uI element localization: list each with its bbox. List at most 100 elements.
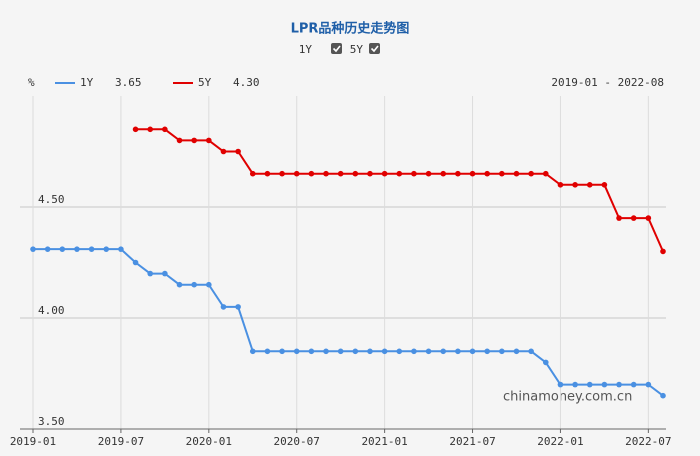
point xyxy=(425,170,432,177)
checkbox[interactable] xyxy=(369,43,380,54)
y-tick-label: 4.00 xyxy=(38,304,65,317)
point xyxy=(557,381,564,388)
point xyxy=(660,392,666,399)
check xyxy=(332,45,341,53)
point xyxy=(484,170,490,177)
point xyxy=(572,182,578,188)
series-line xyxy=(135,128,664,252)
point xyxy=(440,348,447,355)
point xyxy=(337,170,344,177)
point xyxy=(499,170,505,177)
point xyxy=(323,348,329,355)
point xyxy=(513,348,520,355)
point xyxy=(499,348,505,355)
point xyxy=(279,348,285,355)
date-range: 2019-01 - 2022-08 xyxy=(551,76,664,89)
point xyxy=(191,137,197,144)
point xyxy=(132,126,139,133)
point xyxy=(630,381,637,388)
legend-value: 3.65 xyxy=(115,76,142,89)
point xyxy=(455,170,461,177)
unit-label: % xyxy=(28,76,35,89)
point xyxy=(411,348,417,355)
point xyxy=(425,348,432,355)
point xyxy=(308,348,315,355)
point xyxy=(264,348,271,355)
point xyxy=(367,348,373,355)
point xyxy=(352,170,359,177)
legend-value: 4.30 xyxy=(233,76,260,89)
point xyxy=(162,270,168,277)
point xyxy=(396,170,403,177)
chart-title: LPR品种历史走势图 xyxy=(291,21,410,37)
point xyxy=(235,304,241,310)
point xyxy=(396,348,403,355)
point xyxy=(381,348,388,355)
point xyxy=(455,348,461,355)
point xyxy=(572,381,578,388)
point xyxy=(381,170,388,177)
point xyxy=(293,348,300,355)
point xyxy=(630,215,637,221)
point xyxy=(352,348,359,355)
point xyxy=(220,148,227,155)
point xyxy=(147,126,154,133)
point xyxy=(176,281,183,288)
toggle-1y[interactable]: 1Y xyxy=(299,43,342,56)
toggle-label: 5Y xyxy=(350,43,364,56)
x-tick-label: 2019-01 xyxy=(10,435,56,448)
point xyxy=(586,182,593,188)
point xyxy=(103,246,110,252)
point xyxy=(191,281,197,288)
watermark: chinamoney.com.cn xyxy=(503,390,632,405)
point xyxy=(118,246,124,252)
y-tick-label: 3.50 xyxy=(38,415,65,428)
x-tick-label: 2021-01 xyxy=(361,435,407,448)
point xyxy=(586,381,593,388)
point xyxy=(59,246,66,252)
x-tick-label: 2021-07 xyxy=(449,435,495,448)
point xyxy=(264,170,271,177)
point xyxy=(206,281,212,288)
point xyxy=(74,246,80,252)
toggle-5y[interactable]: 5Y xyxy=(350,43,380,56)
checkbox[interactable] xyxy=(331,43,342,54)
point xyxy=(528,170,534,177)
point xyxy=(176,137,183,144)
point xyxy=(440,170,447,177)
point xyxy=(293,170,300,177)
point xyxy=(542,170,549,177)
x-tick-label: 2022-01 xyxy=(537,435,583,448)
point xyxy=(44,246,51,252)
point xyxy=(616,215,622,221)
point xyxy=(601,182,608,188)
point xyxy=(147,270,154,277)
point xyxy=(513,170,520,177)
point xyxy=(367,170,373,177)
point xyxy=(542,359,549,366)
point xyxy=(528,348,534,355)
point xyxy=(411,170,417,177)
point xyxy=(162,126,168,133)
toggle-label: 1Y xyxy=(299,43,313,56)
point xyxy=(469,348,476,355)
point xyxy=(235,148,241,155)
legend-label: 1Y xyxy=(80,76,94,89)
series-line xyxy=(33,248,664,397)
point xyxy=(557,182,564,188)
point xyxy=(660,248,666,255)
point xyxy=(132,259,139,266)
point xyxy=(616,381,622,388)
x-tick-label: 2020-01 xyxy=(186,435,232,448)
y-tick-label: 4.50 xyxy=(38,193,65,206)
point xyxy=(220,304,227,310)
point xyxy=(308,170,315,177)
point xyxy=(30,246,36,252)
point xyxy=(249,348,256,355)
point xyxy=(645,215,652,221)
point xyxy=(645,381,652,388)
point xyxy=(323,170,329,177)
point xyxy=(469,170,476,177)
point xyxy=(88,246,95,252)
